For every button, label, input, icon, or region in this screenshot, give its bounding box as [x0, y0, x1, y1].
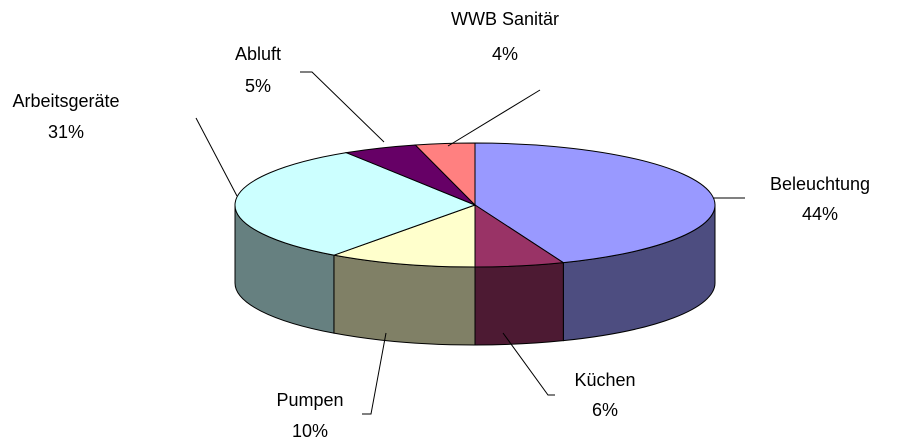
- data-label-name: Pumpen: [276, 390, 343, 410]
- data-label: 4%: [492, 44, 518, 64]
- leader-line: [502, 332, 555, 396]
- pie-slice: [474, 142, 716, 264]
- leader-line: [300, 71, 385, 143]
- pie-side: [474, 262, 564, 346]
- data-label-name: Küchen: [574, 370, 635, 390]
- pie-side: [333, 254, 476, 346]
- data-label: 5%: [245, 76, 271, 96]
- pie-slice: [332, 204, 476, 268]
- pie-slice: [234, 152, 477, 256]
- data-label: 44%: [802, 204, 838, 224]
- data-label: 10%: [292, 421, 328, 441]
- data-label-name: Beleuchtung: [770, 174, 870, 194]
- leader-line: [447, 89, 541, 147]
- leader-line: [362, 332, 387, 415]
- pie-slice: [414, 142, 476, 207]
- data-label-name: WWB Sanitär: [451, 9, 559, 29]
- data-label-name: Abluft: [235, 44, 281, 64]
- data-label: 6%: [592, 400, 618, 420]
- leader-line: [195, 117, 238, 197]
- data-label-name: Arbeitsgeräte: [12, 91, 119, 111]
- data-label: 31%: [48, 122, 84, 142]
